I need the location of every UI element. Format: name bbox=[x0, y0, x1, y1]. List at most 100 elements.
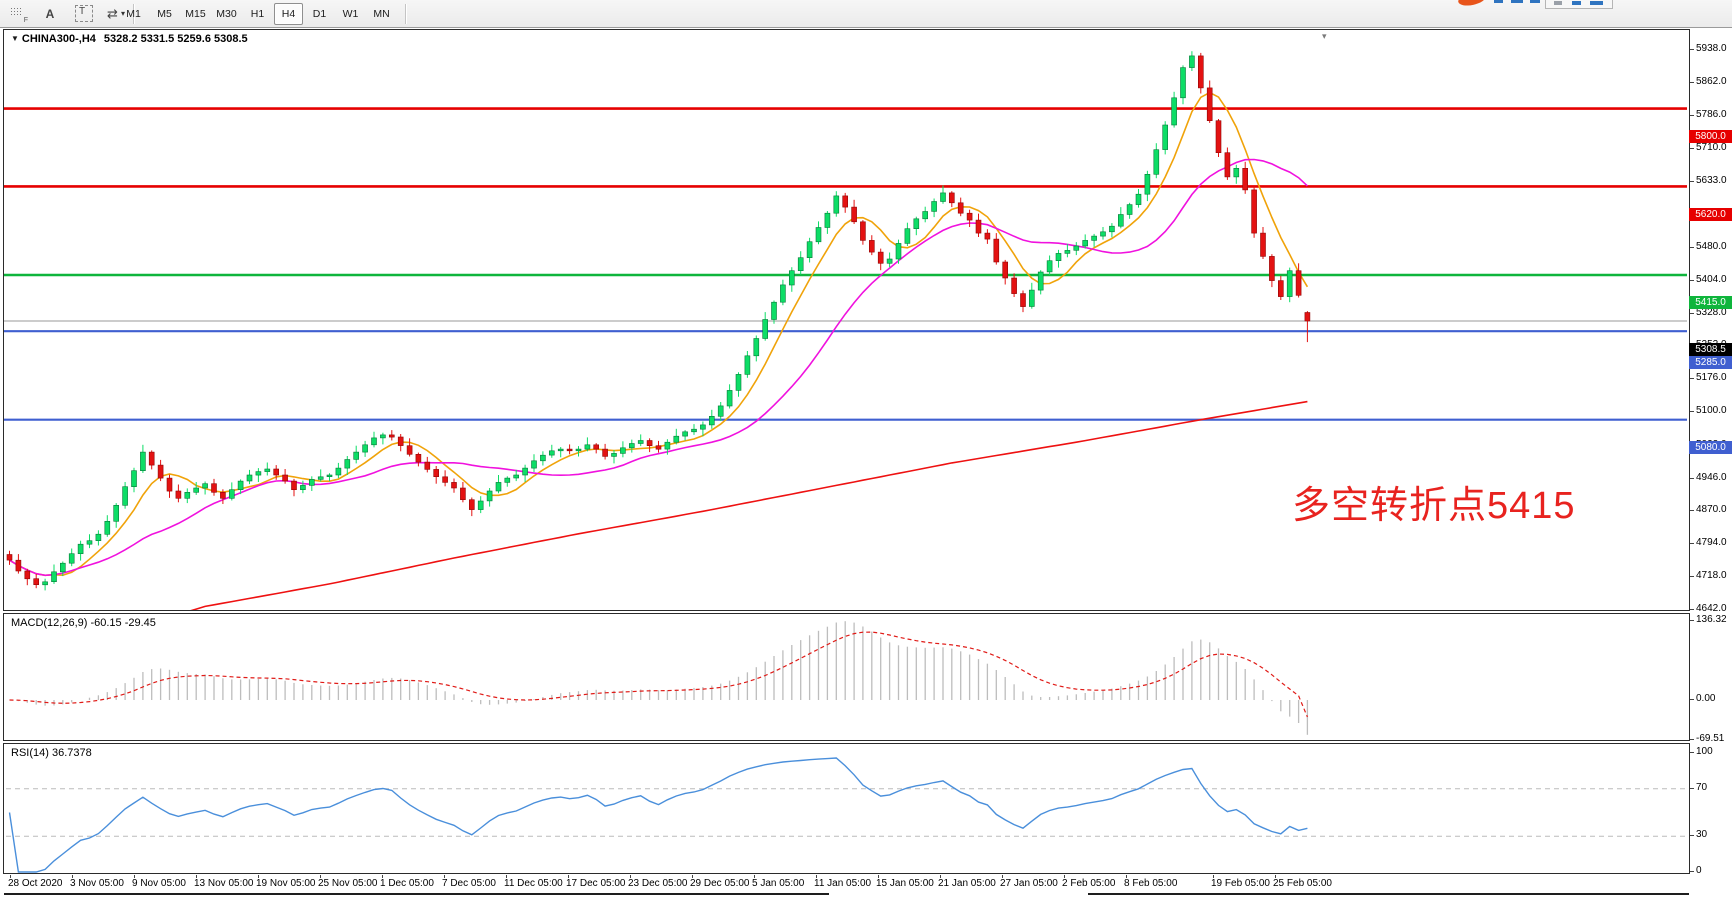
chart-annotation-text: 多空转折点5415 bbox=[1292, 485, 1576, 527]
axis-tick bbox=[1690, 49, 1694, 50]
date-tick bbox=[816, 875, 817, 878]
cycle-arrows-icon[interactable]: ⇄ ▾ bbox=[107, 5, 125, 21]
toolbar: F A T ⇄ ▾ M1 M5 M15 M30 H1 H4 D1 W1 MN bbox=[0, 0, 1732, 28]
axis-tick bbox=[1690, 180, 1694, 182]
price-tick-label: 5176.0 bbox=[1696, 372, 1727, 384]
tf-button-M30[interactable]: M30 bbox=[216, 7, 237, 20]
tf-button-M5[interactable]: M5 bbox=[157, 7, 172, 20]
rsi-plot[interactable] bbox=[4, 744, 1689, 873]
date-tick-label: 11 Jan 05:00 bbox=[814, 878, 872, 889]
date-tick-label: 15 Jan 05:00 bbox=[876, 878, 934, 889]
partial-blue-icon bbox=[1572, 1, 1581, 5]
price-tick-label: 5710.0 bbox=[1696, 141, 1727, 153]
price-level-badge-5620: 5620.0 bbox=[1689, 207, 1732, 221]
window-border-fragment bbox=[1088, 893, 1689, 895]
price-tick-label: 4642.0 bbox=[1696, 602, 1727, 614]
window-border-fragment bbox=[4, 893, 829, 895]
macd-panel[interactable]: MACD(12,26,9) -60.15 -29.45 bbox=[3, 613, 1690, 741]
axis-tick bbox=[1690, 543, 1694, 545]
date-tick bbox=[1275, 875, 1276, 878]
axis-tick bbox=[1690, 147, 1694, 149]
tf-button-MN[interactable]: MN bbox=[373, 7, 390, 20]
date-tick bbox=[320, 875, 321, 878]
text-label-icon[interactable]: T bbox=[72, 2, 96, 25]
axis-tick bbox=[1690, 608, 1694, 610]
axis-tick bbox=[1690, 81, 1694, 83]
date-tick-label: 9 Nov 05:00 bbox=[132, 878, 186, 889]
price-axis[interactable]: 5938.05862.05786.05710.05633.05556.05480… bbox=[1689, 28, 1732, 891]
ohlc-values: 5328.2 5331.5 5259.6 5308.5 bbox=[103, 33, 248, 45]
price-tick-label: 5328.0 bbox=[1696, 306, 1727, 318]
date-tick-label: 13 Nov 05:00 bbox=[194, 878, 254, 889]
axis-tick bbox=[1690, 835, 1694, 837]
tf-button-W1[interactable]: W1 bbox=[342, 7, 359, 20]
axis-tick bbox=[1690, 411, 1694, 413]
rsi-tick-label: 0 bbox=[1696, 865, 1702, 876]
templates-grid-icon[interactable]: F bbox=[6, 2, 30, 25]
candlestick-plot[interactable] bbox=[4, 30, 1689, 610]
tf-button-H1[interactable]: H1 bbox=[250, 7, 265, 20]
price-level-badge-5080: 5080.0 bbox=[1689, 441, 1732, 455]
toolbar-separator bbox=[133, 3, 134, 24]
date-tick-label: 2 Feb 05:00 bbox=[1062, 878, 1116, 889]
tf-button-D1[interactable]: D1 bbox=[312, 7, 327, 20]
price-tick-label: 4794.0 bbox=[1696, 537, 1727, 549]
candle-series bbox=[6, 51, 1311, 591]
axis-tick bbox=[1690, 114, 1694, 116]
cursor-a-icon[interactable]: A bbox=[45, 6, 55, 21]
rsi-label: RSI(14) 36.7378 bbox=[11, 747, 92, 759]
date-tick-label: 19 Feb 05:00 bbox=[1211, 878, 1270, 889]
tf-button-H4[interactable]: H4 bbox=[274, 2, 303, 25]
price-tick-label: 4870.0 bbox=[1696, 504, 1727, 516]
partial-button-strip bbox=[1545, 0, 1613, 9]
tf-button-M15[interactable]: M15 bbox=[185, 7, 206, 20]
date-tick-label: 19 Nov 05:00 bbox=[256, 878, 316, 889]
axis-tick bbox=[1690, 699, 1694, 700]
date-tick-label: 28 Oct 2020 bbox=[8, 878, 63, 889]
date-tick bbox=[940, 875, 941, 878]
date-tick bbox=[382, 875, 383, 878]
date-tick bbox=[1126, 875, 1127, 878]
rsi-panel[interactable]: RSI(14) 36.7378 bbox=[3, 743, 1690, 874]
date-axis[interactable]: 28 Oct 2020 3 Nov 05:00 9 Nov 05:00 13 Nov … bbox=[3, 875, 1690, 892]
axis-tick bbox=[1690, 787, 1694, 789]
price-tick-label: 5786.0 bbox=[1696, 108, 1727, 120]
rsi-tick-label: 70 bbox=[1696, 781, 1708, 793]
chart-title: ▼ CHINA300-,H4 5328.2 5331.5 5259.6 5308.5 bbox=[11, 33, 248, 45]
axis-tick bbox=[1690, 312, 1694, 314]
axis-tick bbox=[1690, 378, 1694, 380]
date-tick bbox=[506, 875, 507, 878]
date-tick bbox=[134, 875, 135, 878]
partial-doc-icon bbox=[1554, 1, 1562, 5]
partial-blue-icon bbox=[1590, 1, 1603, 5]
date-tick bbox=[1064, 875, 1065, 878]
toolbar-separator bbox=[405, 3, 406, 24]
price-level-badge-5800: 5800.0 bbox=[1689, 130, 1732, 144]
axis-tick bbox=[1690, 871, 1694, 872]
date-tick bbox=[258, 875, 259, 878]
rsi-tick-label: 30 bbox=[1696, 829, 1708, 841]
price-tick-label: 5862.0 bbox=[1696, 75, 1727, 87]
price-chart-panel[interactable]: ▼ CHINA300-,H4 5328.2 5331.5 5259.6 5308.5… bbox=[3, 29, 1690, 611]
symbol-ohlc-label: CHINA300-,H4 bbox=[21, 33, 96, 45]
text-label-glyph: T bbox=[75, 5, 93, 22]
chart-shift-marker-icon[interactable]: ▾ bbox=[1322, 31, 1327, 41]
date-tick-label: 1 Dec 05:00 bbox=[380, 878, 434, 889]
tf-button-M1[interactable]: M1 bbox=[126, 7, 141, 20]
bottom-window-edge bbox=[0, 892, 1732, 899]
date-tick bbox=[444, 875, 445, 878]
date-tick-label: 27 Jan 05:00 bbox=[1000, 878, 1058, 889]
date-tick bbox=[1213, 875, 1214, 878]
macd-label: MACD(12,26,9) -60.15 -29.45 bbox=[11, 617, 156, 629]
date-tick bbox=[1002, 875, 1003, 878]
toolbar-tools-group: F A T ⇄ ▾ bbox=[6, 0, 139, 27]
symbol-dropdown-marker-icon[interactable]: ▼ bbox=[11, 34, 19, 43]
macd-plot[interactable] bbox=[4, 614, 1689, 740]
partial-logo-blue-fragment bbox=[1511, 0, 1523, 3]
ma-fast-line bbox=[9, 91, 1309, 577]
axis-tick bbox=[1690, 620, 1694, 622]
date-tick bbox=[568, 875, 569, 878]
ma-slow-line bbox=[190, 400, 1308, 610]
date-tick-label: 8 Feb 05:00 bbox=[1124, 878, 1178, 889]
